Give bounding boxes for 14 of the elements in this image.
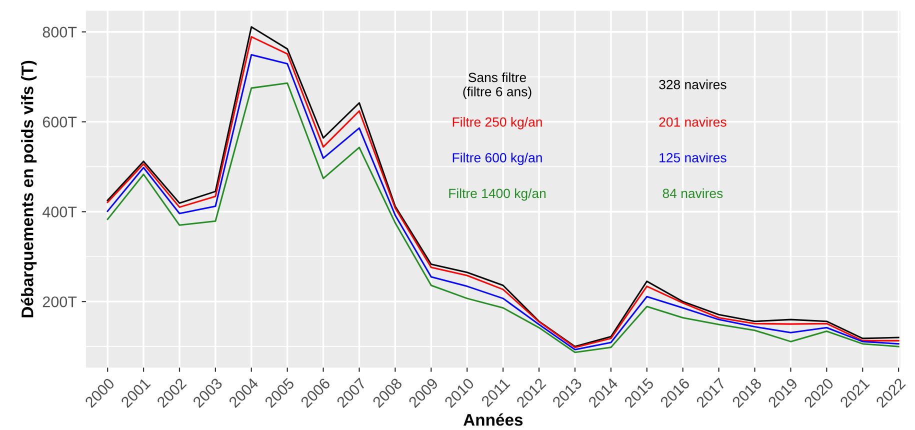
- annotation: 84 navires: [662, 188, 723, 198]
- y-axis-title: Débarquements en poids vifs (T): [20, 60, 37, 318]
- annotation: 328 navires: [659, 80, 726, 90]
- y-tick-label: 400T: [42, 206, 77, 218]
- text: Sans filtre (filtre 6 ans): [463, 72, 532, 99]
- y-tick-label: 600T: [42, 116, 77, 128]
- text: Filtre 250 kg/an: [452, 117, 542, 130]
- y-tick-label: 200T: [42, 296, 77, 308]
- text: Filtre 1400 kg/an: [449, 188, 546, 201]
- x-axis-title: Années: [464, 413, 523, 426]
- text: Filtre 600 kg/an: [452, 152, 542, 166]
- annotation: 125 navires: [660, 152, 726, 162]
- annotation: 201 navires: [659, 117, 726, 127]
- y-tick-label: 800T: [42, 26, 77, 38]
